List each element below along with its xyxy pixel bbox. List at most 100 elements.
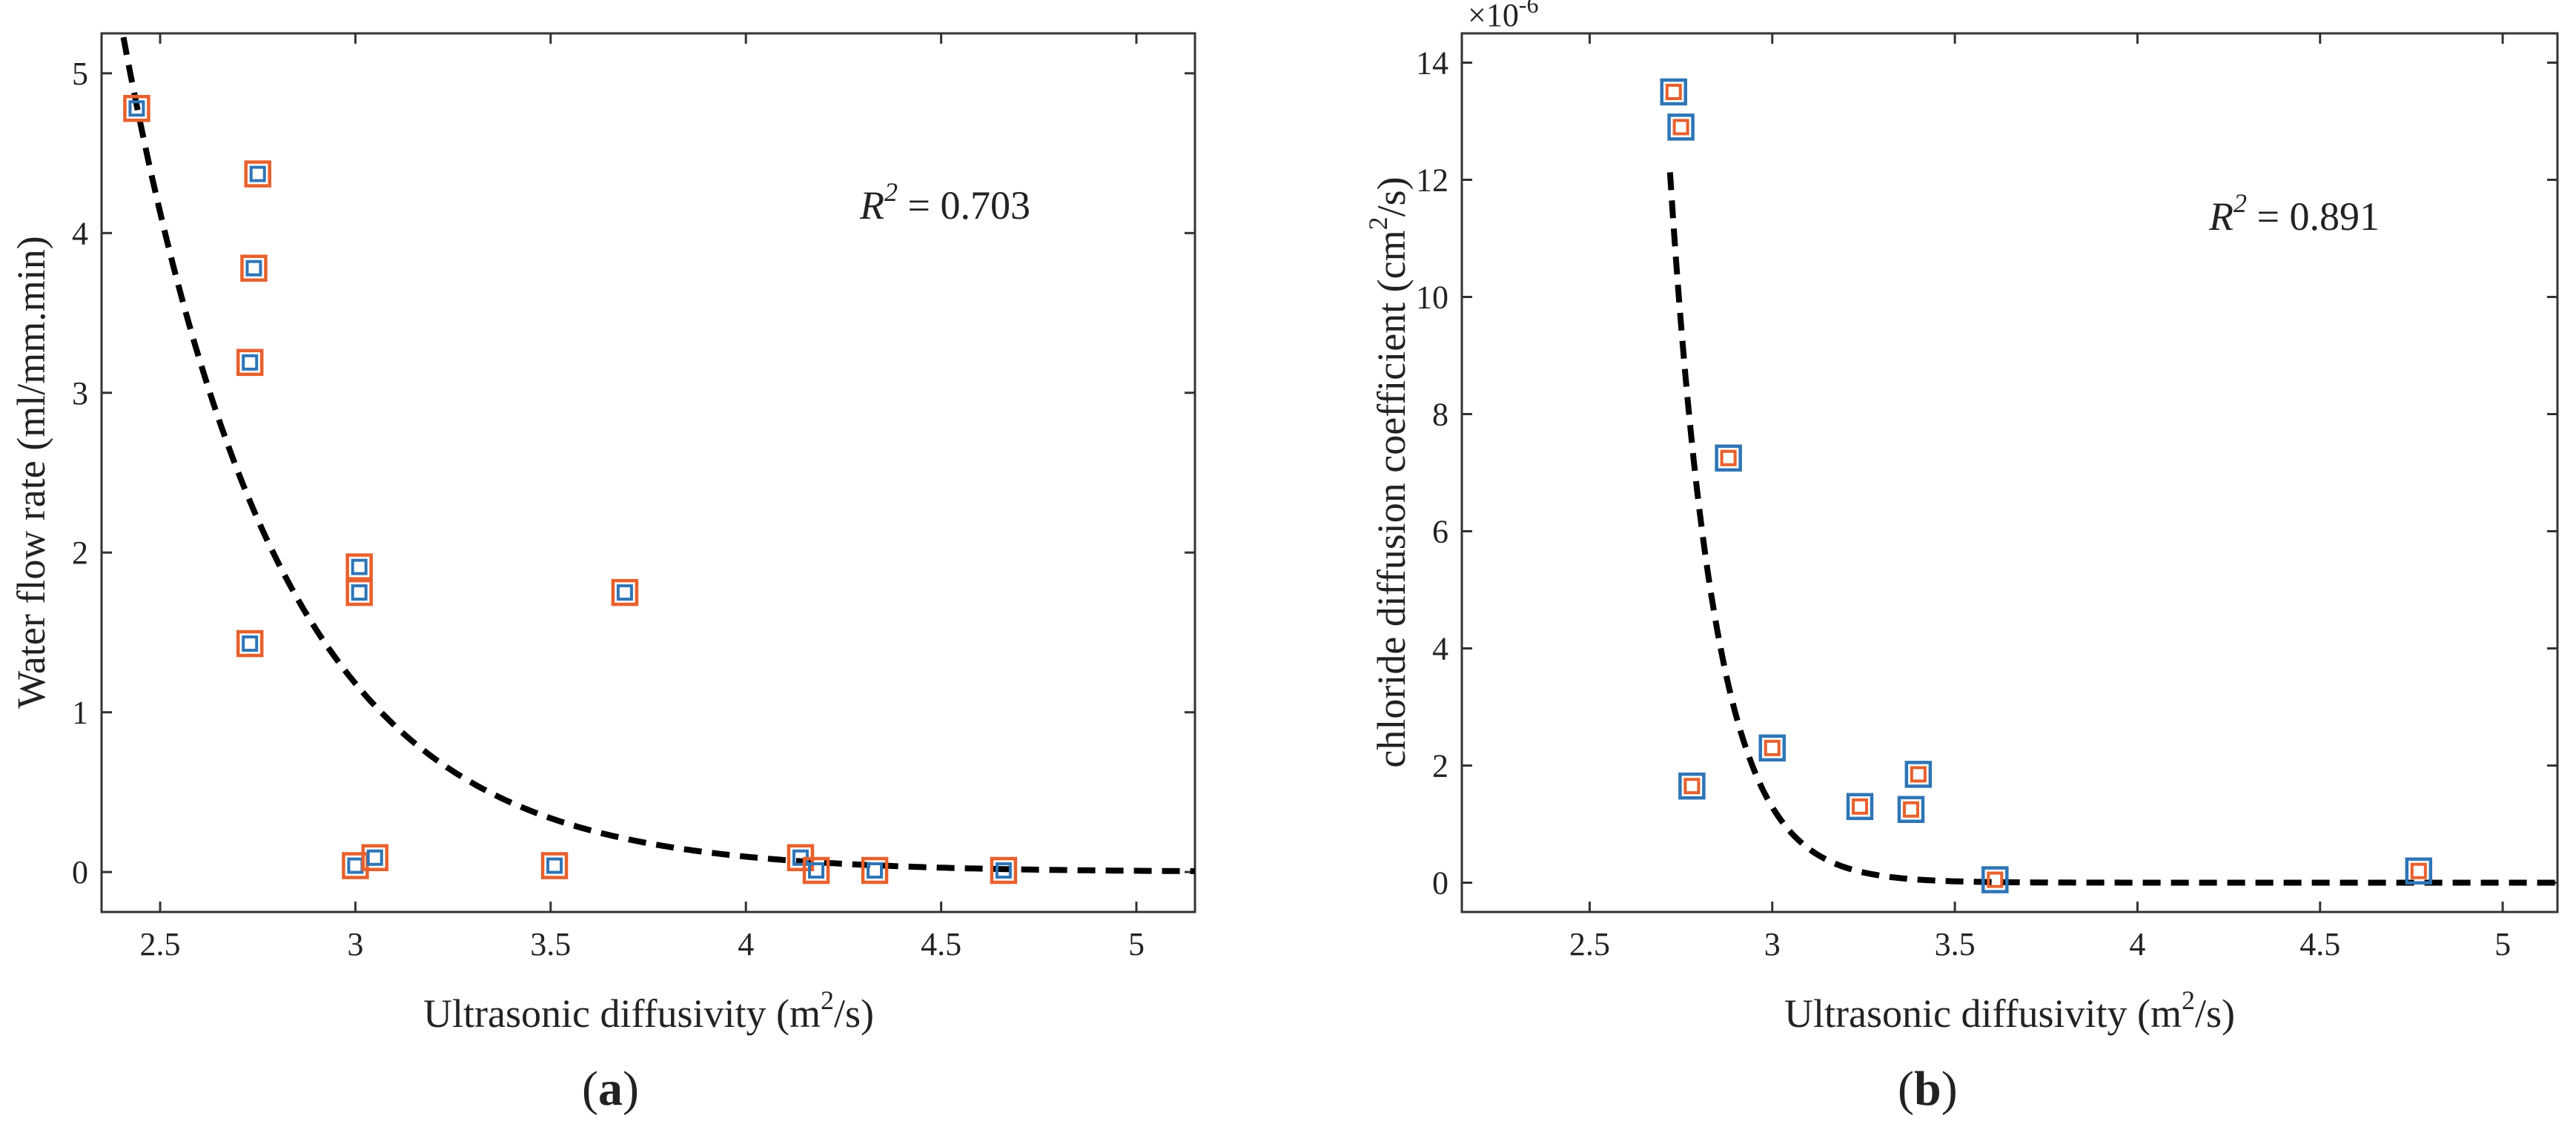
y-tick-label: 6 <box>1432 514 1448 550</box>
marker-inner-square <box>546 857 563 874</box>
fit-curve <box>1666 172 2557 886</box>
y-tick-label: 2 <box>72 535 88 571</box>
x-tick-label: 3.5 <box>1935 926 1976 962</box>
marker-outer-square <box>540 852 569 879</box>
r-squared-annotation: R2 = 0.891 <box>2208 188 2380 239</box>
marker-outer-square <box>244 160 271 188</box>
fit-curve <box>120 36 1196 874</box>
x-axis-label: Ultrasonic diffusivity (m2/s) <box>1784 985 2235 1036</box>
marker-inner-square <box>2410 862 2427 879</box>
marker-inner-square <box>1902 801 1919 818</box>
marker-inner-square <box>1683 778 1701 795</box>
marker-outer-square <box>1667 113 1695 141</box>
marker-outer-square <box>1715 444 1742 472</box>
y-tick-label: 14 <box>1416 45 1448 82</box>
marker-inner-square <box>1764 739 1781 756</box>
x-tick-label: 3 <box>1764 926 1781 962</box>
marker-outer-square <box>236 348 264 377</box>
y-axis-label: Water flow rate (ml/mm.min) <box>9 236 53 708</box>
marker-outer-square <box>1758 734 1787 762</box>
panel-a: 2.5 3 3.5 4 4.5 5 0 1 2 3 4 5 R2 = 0.703 Ultrasonic… <box>9 32 1196 1116</box>
marker-inner-square <box>242 635 259 652</box>
data-point <box>345 578 373 607</box>
data-points <box>123 95 1018 885</box>
marker-inner-square <box>351 558 368 575</box>
marker-inner-square <box>249 165 266 182</box>
y-tick-label: 8 <box>1432 397 1448 433</box>
x-tick-label: 4 <box>2129 926 2145 962</box>
marker-outer-square <box>802 856 830 885</box>
y-tick-label: 4 <box>72 215 88 251</box>
marker-outer-square <box>2405 857 2433 885</box>
marker-inner-square <box>1672 119 1689 136</box>
data-point <box>123 95 150 122</box>
x-tick-label: 2.5 <box>1569 926 1610 962</box>
fit-curve-group <box>120 36 1196 874</box>
marker-outer-square <box>123 95 150 122</box>
data-point <box>2405 857 2433 885</box>
marker-inner-square <box>808 862 825 879</box>
data-point <box>1904 761 1933 788</box>
tick-marks: 2.5 3 3.5 4 4.5 5 0 1 2 3 4 5 <box>72 33 1195 962</box>
marker-inner-square <box>351 584 368 601</box>
x-tick-label: 4.5 <box>2299 926 2340 962</box>
panel-b: 2.5 3 3.5 4 4.5 5 0 2 4 6 8 10 12 14 ×10-6 R2 = 0.891… <box>1363 0 2559 1116</box>
data-point <box>802 856 830 885</box>
marker-inner-square <box>128 100 145 117</box>
marker-outer-square <box>1678 772 1706 800</box>
x-tick-label: 5 <box>2494 926 2511 962</box>
y-axis-label: chloride diffusion coefficient (cm2/s) <box>1363 176 1414 767</box>
data-point <box>361 844 388 871</box>
data-point <box>236 629 264 658</box>
axis-scale-factor: ×10-6 <box>1468 0 1538 33</box>
x-tick-label: 4.5 <box>921 926 961 962</box>
marker-inner-square <box>1665 84 1682 100</box>
x-tick-label: 2.5 <box>140 926 181 962</box>
data-point <box>1660 78 1687 106</box>
marker-inner-square <box>616 584 633 601</box>
panel-label-b: (b) <box>1898 1062 1958 1116</box>
marker-outer-square <box>990 856 1018 885</box>
data-point <box>611 578 639 607</box>
tick-marks: 2.5 3 3.5 4 4.5 5 0 2 4 6 8 10 12 14 <box>1416 33 2557 962</box>
x-axis-label: Ultrasonic diffusivity (m2/s) <box>423 985 874 1036</box>
data-point <box>240 254 268 282</box>
data-point <box>861 856 889 885</box>
data-point <box>1897 796 1925 823</box>
data-point <box>1667 113 1695 141</box>
marker-inner-square <box>366 849 383 866</box>
marker-inner-square <box>242 354 259 371</box>
x-tick-label: 3 <box>347 926 363 962</box>
marker-inner-square <box>1987 871 2004 888</box>
marker-outer-square <box>361 844 388 871</box>
marker-inner-square <box>1852 798 1869 815</box>
data-point <box>244 160 271 188</box>
r-squared-annotation: R2 = 0.703 <box>859 177 1030 228</box>
plot-area-frame <box>100 32 1196 913</box>
panel-label-a: (a) <box>582 1062 639 1116</box>
data-points <box>1660 78 2433 893</box>
data-point <box>540 852 569 879</box>
y-tick-label: 0 <box>72 854 88 890</box>
y-tick-label: 0 <box>1432 865 1448 902</box>
marker-outer-square <box>345 578 373 607</box>
marker-outer-square <box>1897 796 1925 823</box>
marker-inner-square <box>995 862 1012 879</box>
data-point <box>990 856 1018 885</box>
marker-outer-square <box>240 254 268 282</box>
y-tick-label: 10 <box>1416 280 1448 316</box>
fit-curve-group <box>1666 172 2557 886</box>
marker-outer-square <box>861 856 889 885</box>
marker-outer-square <box>1846 793 1874 821</box>
plot-area-frame <box>1460 32 2559 913</box>
y-tick-label: 1 <box>72 695 88 731</box>
y-tick-label: 2 <box>1432 748 1448 784</box>
marker-outer-square <box>611 578 639 607</box>
y-tick-label: 3 <box>72 375 88 412</box>
y-tick-label: 12 <box>1416 162 1448 199</box>
x-tick-label: 5 <box>1128 926 1145 962</box>
data-point <box>1678 772 1706 800</box>
y-tick-label: 4 <box>1432 631 1448 667</box>
data-point <box>1981 866 2009 893</box>
